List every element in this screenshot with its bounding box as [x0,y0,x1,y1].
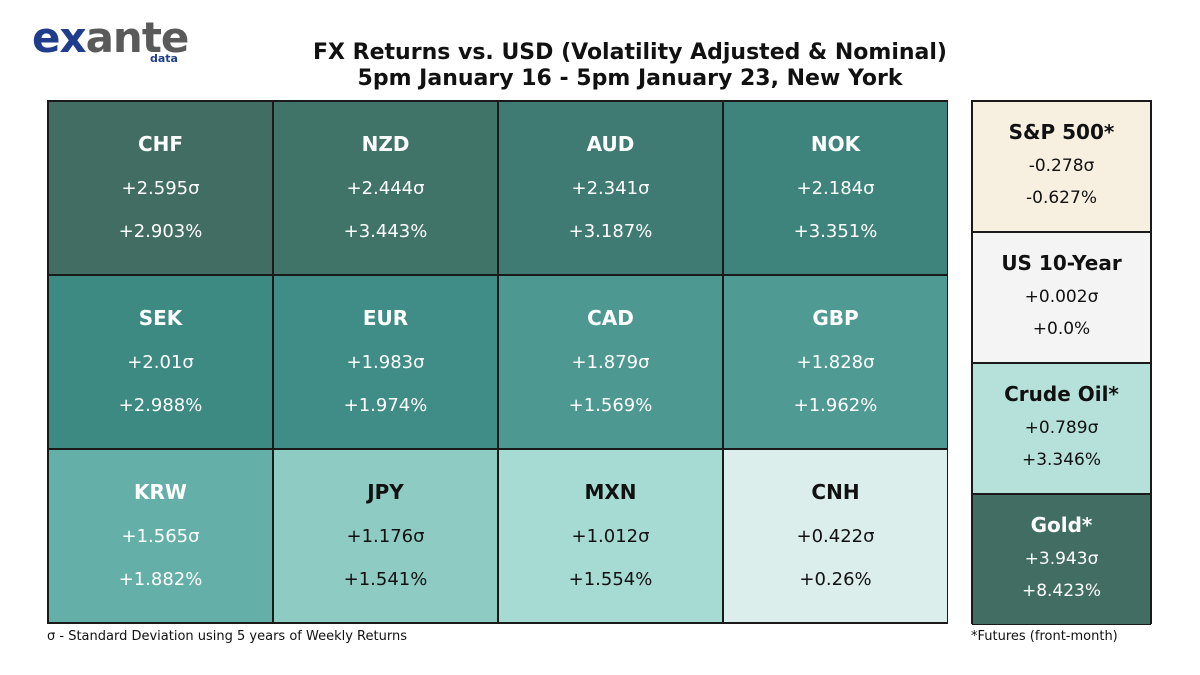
nominal-return: +0.0% [1032,319,1091,339]
nominal-return: +1.882% [118,569,203,590]
asset-label: US 10-Year [1001,251,1122,275]
fx-cell-aud: AUD +2.341σ +3.187% [498,101,723,275]
nominal-return: +2.988% [118,395,203,416]
nominal-return: +0.26% [799,569,872,590]
nominal-return: +2.903% [118,221,203,242]
currency-label: GBP [812,306,859,330]
nominal-return: -0.627% [1026,188,1097,208]
sigma-return: +1.012σ [571,526,650,547]
chart-title: FX Returns vs. USD (Volatility Adjusted … [313,40,947,65]
currency-label: KRW [134,480,187,504]
fx-cell-nok: NOK +2.184σ +3.351% [723,101,948,275]
currency-label: EUR [362,306,409,330]
nominal-return: +3.187% [568,221,653,242]
sigma-return: +0.422σ [796,526,875,547]
fx-cell-nzd: NZD +2.444σ +3.443% [273,101,498,275]
nominal-return: +3.443% [343,221,428,242]
sigma-return: +0.789σ [1024,418,1099,438]
fx-cell-cad: CAD +1.879σ +1.569% [498,275,723,449]
currency-label: NOK [810,132,861,156]
currency-label: CAD [587,306,634,330]
nominal-return: +1.569% [568,395,653,416]
asset-label: Gold* [1030,513,1093,537]
nominal-return: +1.962% [793,395,878,416]
sigma-return: +2.341σ [571,178,650,199]
nominal-return: +3.346% [1021,450,1102,470]
logo-sub: data [150,52,178,65]
logo-ex: ex [32,13,87,62]
currency-label: NZD [361,132,410,156]
asset-label: S&P 500* [1008,120,1115,144]
currency-label: MXN [584,480,637,504]
sigma-return: +1.176σ [346,526,425,547]
fx-cell-mxn: MXN +1.012σ +1.554% [498,449,723,623]
exante-data-logo: exante data [32,14,189,66]
nominal-return: +1.974% [343,395,428,416]
asset-cell-crude-oil: Crude Oil* +0.789σ +3.346% [972,363,1151,494]
currency-label: AUD [586,132,635,156]
logo-ante: ante [85,13,190,62]
sigma-return: +0.002σ [1024,287,1099,307]
fx-returns-grid: CHF +2.595σ +2.903% NZD +2.444σ +3.443% AUD +2.… [47,100,948,624]
fx-cell-eur: EUR +1.983σ +1.974% [273,275,498,449]
currency-label: CNH [811,480,860,504]
chart-subtitle: 5pm January 16 - 5pm January 23, New Yor… [357,66,903,91]
fx-cell-krw: KRW +1.565σ +1.882% [48,449,273,623]
logo-wordmark: exante [32,13,190,62]
sigma-footnote: σ - Standard Deviation using 5 years of … [47,629,407,644]
asset-label: Crude Oil* [1004,382,1119,406]
fx-cell-chf: CHF +2.595σ +2.903% [48,101,273,275]
asset-cell-s-p-500: S&P 500* -0.278σ -0.627% [972,101,1151,232]
nominal-return: +3.351% [793,221,878,242]
sigma-return: +1.983σ [346,352,425,373]
sigma-return: +3.943σ [1024,549,1099,569]
sigma-return: +1.828σ [796,352,875,373]
futures-footnote: *Futures (front-month) [971,629,1118,644]
nominal-return: +8.423% [1021,581,1102,601]
currency-label: JPY [367,480,404,504]
sigma-return: +2.444σ [346,178,425,199]
sigma-return: +2.595σ [121,178,200,199]
fx-cell-gbp: GBP +1.828σ +1.962% [723,275,948,449]
fx-cell-sek: SEK +2.01σ +2.988% [48,275,273,449]
sigma-return: +2.01σ [127,352,194,373]
currency-label: CHF [137,132,184,156]
sigma-return: +2.184σ [796,178,875,199]
fx-cell-cnh: CNH +0.422σ +0.26% [723,449,948,623]
sigma-return: -0.278σ [1028,156,1095,176]
fx-cell-jpy: JPY +1.176σ +1.541% [273,449,498,623]
nominal-return: +1.541% [343,569,428,590]
asset-cell-us-10-year: US 10-Year +0.002σ +0.0% [972,232,1151,363]
currency-label: SEK [138,306,183,330]
nominal-return: +1.554% [568,569,653,590]
other-assets-panel: S&P 500* -0.278σ -0.627% US 10-Year +0.002σ +… [971,100,1152,625]
sigma-return: +1.565σ [121,526,200,547]
asset-cell-gold: Gold* +3.943σ +8.423% [972,494,1151,625]
sigma-return: +1.879σ [571,352,650,373]
